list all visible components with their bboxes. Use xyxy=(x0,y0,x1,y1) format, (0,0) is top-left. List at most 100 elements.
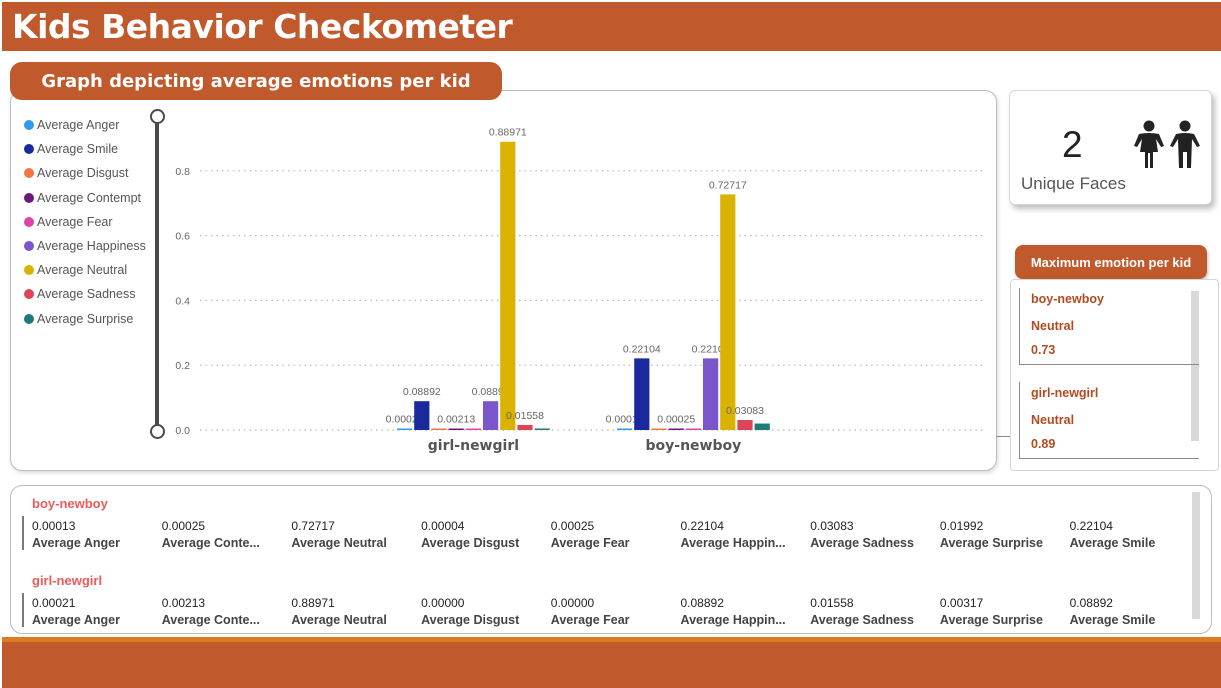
bar xyxy=(397,428,413,430)
metric-value: 0.00025 xyxy=(550,519,595,533)
children-icon xyxy=(1134,120,1200,168)
legend-item-surprise[interactable]: Average Surprise xyxy=(24,307,146,331)
details-card xyxy=(10,485,1212,634)
metric-value: 0.00213 xyxy=(161,596,206,610)
metric-value: 0.01992 xyxy=(939,519,984,533)
metric-value: 0.01558 xyxy=(810,596,854,610)
y-tick-label: 0.0 xyxy=(175,425,190,437)
range-slider-track[interactable] xyxy=(155,122,159,425)
metric-cell: 0.08892 Average Smile xyxy=(1070,596,1195,627)
y-tick-label: 0.8 xyxy=(175,166,190,178)
app-header: Kids Behavior Checkometer xyxy=(2,2,1221,51)
data-label: 0.01558 xyxy=(506,410,544,422)
metric-label: Average Smile xyxy=(1069,613,1156,627)
scrollbar[interactable] xyxy=(1192,492,1200,619)
x-category-label: girl-newgirl xyxy=(428,438,519,454)
metric-label: Average Disgust xyxy=(421,613,520,627)
legend-dot xyxy=(24,289,34,300)
metric-value: 0.00021 xyxy=(32,596,76,610)
metric-label: Average Neutral xyxy=(291,613,387,627)
kid-name: girl-newgirl xyxy=(32,573,103,588)
bar xyxy=(668,428,684,430)
unique-faces-count: 2 xyxy=(1062,124,1083,165)
legend-item-disgust[interactable]: Average Disgust xyxy=(24,161,146,185)
metric-cell: 0.00021 Average Anger xyxy=(32,596,157,627)
range-slider-top-handle[interactable] xyxy=(150,109,165,124)
range-slider-bottom-handle[interactable] xyxy=(150,424,165,439)
legend-item-happiness[interactable]: Average Happiness xyxy=(24,234,146,258)
metric-label: Average Anger xyxy=(32,613,120,627)
bar-chart: 0.00.20.40.60.80.000210.088920.002130.08… xyxy=(175,127,985,454)
metric-label: Average Neutral xyxy=(291,536,387,550)
divider xyxy=(996,436,1010,437)
data-label: 0.00025 xyxy=(657,414,695,426)
metric-cell: 0.00013 Average Anger xyxy=(32,519,157,550)
legend-item-contempt[interactable]: Average Contempt xyxy=(24,186,146,210)
metric-label: Average Happin... xyxy=(680,536,786,550)
divider xyxy=(1019,458,1199,459)
data-label: 0.08892 xyxy=(403,386,441,398)
scrollbar[interactable] xyxy=(1191,291,1199,441)
max-emotion-entry: boy-newboy Neutral 0.73 xyxy=(1019,288,1199,366)
legend-item-sadness[interactable]: Average Sadness xyxy=(24,282,146,306)
legend-dot xyxy=(24,120,34,131)
bar xyxy=(634,358,650,430)
legend-dot xyxy=(24,168,34,179)
legend-label: Average Disgust xyxy=(37,166,129,181)
unique-faces-label: Unique Faces xyxy=(1021,174,1126,193)
emotion-value: 0.89 xyxy=(1031,437,1056,451)
chart-legend: Average Anger Average Smile Average Disg… xyxy=(24,113,146,331)
metric-cell: 0.22104 Average Happin... xyxy=(681,519,806,550)
bar xyxy=(500,141,516,431)
metric-label: Average Surprise xyxy=(939,536,1043,550)
metric-cell: 0.00025 Average Conte... xyxy=(162,519,287,550)
app-footer xyxy=(2,642,1221,688)
legend-item-neutral[interactable]: Average Neutral xyxy=(24,258,146,282)
metric-value: 0.08892 xyxy=(1069,596,1113,610)
bar xyxy=(703,358,719,430)
divider xyxy=(1019,364,1199,365)
metric-cell: 0.00000 Average Disgust xyxy=(421,596,546,627)
data-label: 0.22104 xyxy=(623,343,661,355)
bar xyxy=(414,401,430,430)
metric-cell: 0.00317 Average Surprise xyxy=(940,596,1065,627)
divider xyxy=(22,516,24,550)
y-tick-label: 0.4 xyxy=(175,295,190,307)
legend-label: Average Anger xyxy=(37,118,120,133)
bar xyxy=(754,423,770,430)
legend-label: Average Fear xyxy=(37,214,113,229)
legend-label: Average Contempt xyxy=(37,190,141,205)
metric-value: 0.00004 xyxy=(421,519,465,533)
legend-label: Average Smile xyxy=(37,142,119,157)
metric-cell: 0.01992 Average Surprise xyxy=(940,519,1065,550)
metric-cell: 0.72717 Average Neutral xyxy=(291,519,416,550)
legend-item-smile[interactable]: Average Smile xyxy=(24,137,146,161)
metric-value: 0.72717 xyxy=(291,519,335,533)
legend-item-anger[interactable]: Average Anger xyxy=(24,113,146,137)
metric-label: Average Sadness xyxy=(810,536,914,550)
legend-dot xyxy=(24,241,34,252)
metric-label: Average Happin... xyxy=(680,613,786,627)
bar xyxy=(483,401,499,430)
bar xyxy=(534,428,550,430)
page-title: Kids Behavior Checkometer xyxy=(12,7,513,46)
max-emotion-title: Maximum emotion per kid xyxy=(1015,245,1207,279)
metric-label: Average Conte... xyxy=(161,613,260,627)
metric-value: 0.00000 xyxy=(550,596,595,610)
bar xyxy=(737,420,753,430)
metric-value: 0.88971 xyxy=(291,596,335,610)
metric-cell: 0.03083 Average Sadness xyxy=(810,519,935,550)
legend-item-fear[interactable]: Average Fear xyxy=(24,210,146,234)
data-label: 0.00213 xyxy=(437,414,475,426)
emotion-name: Neutral xyxy=(1031,413,1075,427)
metric-label: Average Surprise xyxy=(939,613,1043,627)
kid-name: boy-newboy xyxy=(32,496,108,511)
bar xyxy=(465,428,481,430)
legend-dot xyxy=(24,192,34,203)
emotion-value: 0.73 xyxy=(1031,343,1056,357)
metric-label: Average Conte... xyxy=(161,536,260,550)
metric-value: 0.00025 xyxy=(161,519,206,533)
metric-value: 0.22104 xyxy=(680,519,724,533)
divider xyxy=(22,593,24,627)
max-emotion-entry: girl-newgirl Neutral 0.89 xyxy=(1019,382,1199,460)
